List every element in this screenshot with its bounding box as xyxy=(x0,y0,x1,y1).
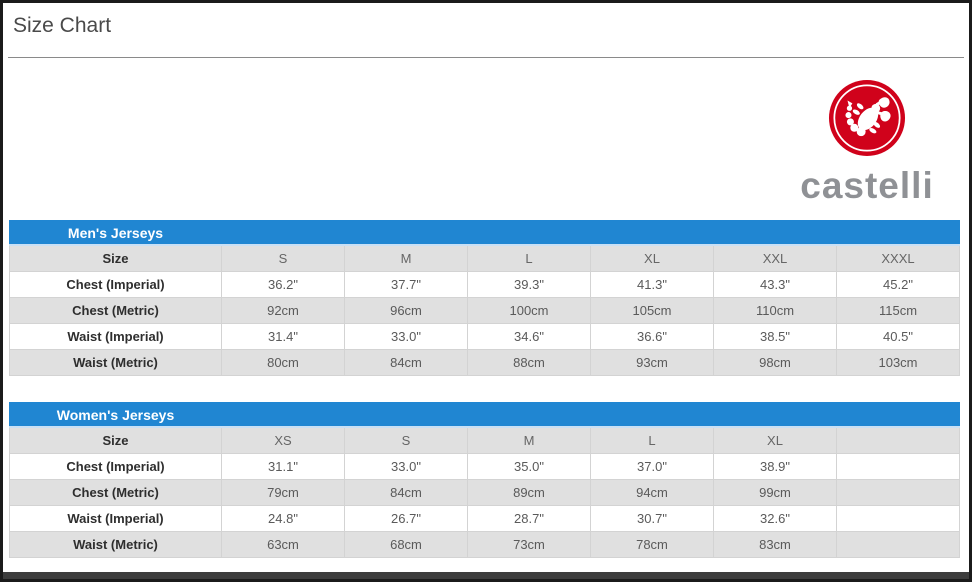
womens-jerseys-table: Women's Jerseys Size XS S M L XL Chest (… xyxy=(9,402,960,558)
table-header-spacer xyxy=(221,220,960,246)
brand-wordmark: castelli xyxy=(800,165,934,206)
value-cell: 33.0" xyxy=(344,453,468,480)
size-cell: XL xyxy=(590,244,714,272)
value-cell: 37.7" xyxy=(344,271,468,298)
size-cell: M xyxy=(344,244,468,272)
value-cell: 38.9" xyxy=(713,453,837,480)
value-cell: 33.0" xyxy=(344,323,468,350)
row-label: Chest (Metric) xyxy=(9,479,222,506)
value-cell: 110cm xyxy=(713,297,837,324)
value-cell: 73cm xyxy=(467,531,591,558)
value-cell: 79cm xyxy=(221,479,345,506)
size-cell: XXL xyxy=(713,244,837,272)
size-cell xyxy=(836,426,960,454)
value-cell: 100cm xyxy=(467,297,591,324)
value-cell: 83cm xyxy=(713,531,837,558)
size-header-row: Size XS S M L XL xyxy=(9,426,960,454)
size-cell: XL xyxy=(713,426,837,454)
table-header-spacer xyxy=(221,402,960,428)
value-cell xyxy=(836,479,960,506)
size-cell: S xyxy=(221,244,345,272)
table-row: Waist (Metric) 80cm 84cm 88cm 93cm 98cm … xyxy=(9,349,960,376)
table-row: Chest (Imperial) 31.1" 33.0" 35.0" 37.0"… xyxy=(9,453,960,480)
value-cell xyxy=(836,531,960,558)
table-row: Chest (Metric) 92cm 96cm 100cm 105cm 110… xyxy=(9,297,960,324)
value-cell: 115cm xyxy=(836,297,960,324)
value-cell: 24.8" xyxy=(221,505,345,532)
scorpion-icon xyxy=(828,79,906,157)
value-cell xyxy=(836,453,960,480)
value-cell: 31.1" xyxy=(221,453,345,480)
row-label: Waist (Metric) xyxy=(9,531,222,558)
table-header-row: Women's Jerseys xyxy=(9,402,960,428)
value-cell: 31.4" xyxy=(221,323,345,350)
value-cell: 105cm xyxy=(590,297,714,324)
value-cell: 35.0" xyxy=(467,453,591,480)
value-cell: 45.2" xyxy=(836,271,960,298)
value-cell xyxy=(836,505,960,532)
row-label: Size xyxy=(9,244,222,272)
size-cell: S xyxy=(344,426,468,454)
value-cell: 80cm xyxy=(221,349,345,376)
value-cell: 103cm xyxy=(836,349,960,376)
brand-logo: castelli xyxy=(773,79,961,204)
row-label: Size xyxy=(9,426,222,454)
value-cell: 93cm xyxy=(590,349,714,376)
row-label: Chest (Metric) xyxy=(9,297,222,324)
value-cell: 36.2" xyxy=(221,271,345,298)
table-row: Waist (Imperial) 31.4" 33.0" 34.6" 36.6"… xyxy=(9,323,960,350)
value-cell: 63cm xyxy=(221,531,345,558)
row-label: Chest (Imperial) xyxy=(9,271,222,298)
value-cell: 34.6" xyxy=(467,323,591,350)
value-cell: 32.6" xyxy=(713,505,837,532)
clipped-next-section-bar xyxy=(3,572,969,579)
row-label: Chest (Imperial) xyxy=(9,453,222,480)
table-title: Men's Jerseys xyxy=(9,220,222,246)
size-cell: L xyxy=(590,426,714,454)
table-row: Chest (Imperial) 36.2" 37.7" 39.3" 41.3"… xyxy=(9,271,960,298)
value-cell: 41.3" xyxy=(590,271,714,298)
value-cell: 92cm xyxy=(221,297,345,324)
value-cell: 26.7" xyxy=(344,505,468,532)
value-cell: 39.3" xyxy=(467,271,591,298)
value-cell: 96cm xyxy=(344,297,468,324)
table-row: Chest (Metric) 79cm 84cm 89cm 94cm 99cm xyxy=(9,479,960,506)
size-header-row: Size S M L XL XXL XXXL xyxy=(9,244,960,272)
value-cell: 88cm xyxy=(467,349,591,376)
size-cell: XXXL xyxy=(836,244,960,272)
size-cell: M xyxy=(467,426,591,454)
row-label: Waist (Metric) xyxy=(9,349,222,376)
title-divider xyxy=(8,57,964,58)
page-title: Size Chart xyxy=(13,14,112,37)
row-label: Waist (Imperial) xyxy=(9,323,222,350)
mens-jerseys-table: Men's Jerseys Size S M L XL XXL XXXL Che… xyxy=(9,220,960,376)
value-cell: 40.5" xyxy=(836,323,960,350)
value-cell: 68cm xyxy=(344,531,468,558)
value-cell: 30.7" xyxy=(590,505,714,532)
value-cell: 94cm xyxy=(590,479,714,506)
row-label: Waist (Imperial) xyxy=(9,505,222,532)
table-row: Waist (Imperial) 24.8" 26.7" 28.7" 30.7"… xyxy=(9,505,960,532)
value-cell: 28.7" xyxy=(467,505,591,532)
table-header-row: Men's Jerseys xyxy=(9,220,960,246)
value-cell: 84cm xyxy=(344,479,468,506)
value-cell: 43.3" xyxy=(713,271,837,298)
value-cell: 84cm xyxy=(344,349,468,376)
value-cell: 78cm xyxy=(590,531,714,558)
value-cell: 37.0" xyxy=(590,453,714,480)
size-cell: XS xyxy=(221,426,345,454)
table-row: Waist (Metric) 63cm 68cm 73cm 78cm 83cm xyxy=(9,531,960,558)
value-cell: 36.6" xyxy=(590,323,714,350)
value-cell: 38.5" xyxy=(713,323,837,350)
value-cell: 99cm xyxy=(713,479,837,506)
value-cell: 98cm xyxy=(713,349,837,376)
value-cell: 89cm xyxy=(467,479,591,506)
table-title: Women's Jerseys xyxy=(9,402,222,428)
size-cell: L xyxy=(467,244,591,272)
